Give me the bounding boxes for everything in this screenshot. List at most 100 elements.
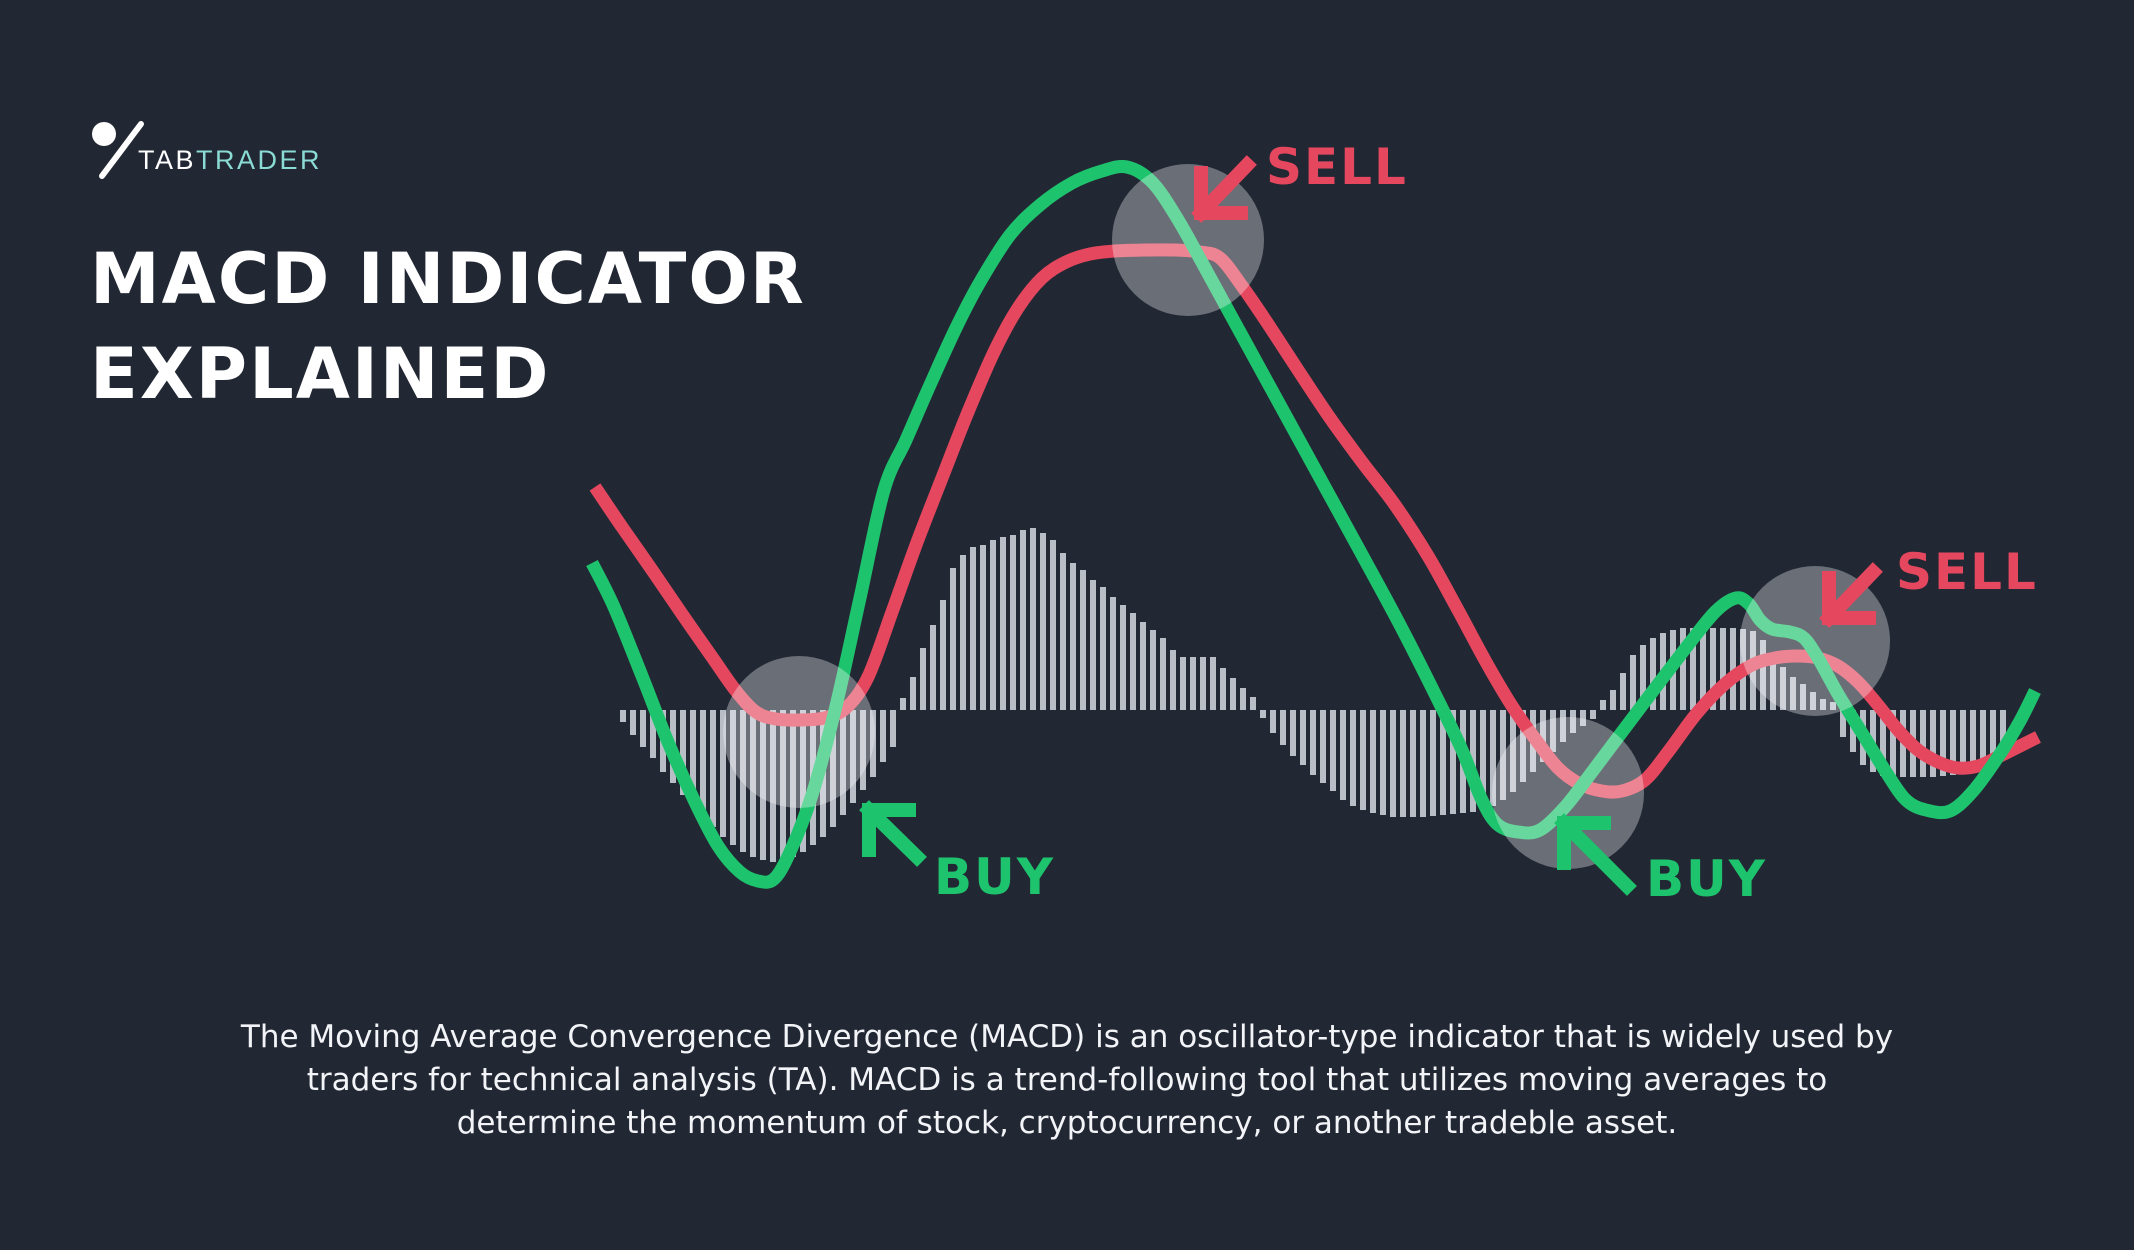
histogram-bar [770,710,776,862]
histogram-bar [1350,710,1356,806]
histogram-bar [1930,710,1936,777]
histogram-bar [1030,528,1036,710]
tabtrader-wordmark: TABTRADER [138,147,322,174]
histogram-bar [1200,657,1206,710]
histogram-bar [1020,530,1026,710]
histogram-bar [1140,622,1146,710]
histogram-bar [1710,628,1716,710]
histogram-bar [740,710,746,852]
histogram-bar [1360,710,1366,810]
macd-line [586,159,2041,889]
histogram-bar [1270,710,1276,733]
histogram-bar [900,698,906,710]
histogram-bar [750,710,756,857]
sell-arrow-2-icon [1819,562,1883,628]
histogram-bar [1100,587,1106,710]
histogram-bar [620,710,626,722]
histogram-bar [1830,702,1836,710]
histogram-bar [1790,677,1796,710]
buy-label-2: BUY [1646,850,1767,908]
histogram-bar [710,710,716,827]
histogram-bar [1610,690,1616,710]
page-title-line2: EXPLAINED [90,333,551,415]
histogram-bar [950,568,956,710]
histogram-bar [1550,710,1556,752]
buy-label-1: BUY [934,848,1055,906]
histogram-bar [1720,628,1726,710]
histogram-bar [1520,710,1526,782]
histogram-bar [680,710,686,795]
histogram-bar [1890,710,1896,777]
histogram-bar [990,540,996,710]
histogram-bar [1130,613,1136,710]
histogram-bar [1650,638,1656,710]
histogram-bar [880,710,886,762]
histogram-bar [1400,710,1406,817]
histogram-bar [1450,710,1456,814]
sell-label-1: SELL [1266,138,1408,196]
wordmark-trader: TRADER [196,145,323,175]
histogram-bar [970,547,976,710]
histogram-bar [1820,699,1826,710]
buy-arrow-1-icon [859,800,927,867]
histogram-bar [1050,540,1056,710]
histogram-bar [1600,700,1606,710]
histogram-bar [1240,688,1246,710]
histogram-bar [730,710,736,845]
histogram-bar [960,555,966,710]
signal-line [589,243,2041,799]
histogram-bar [1680,628,1686,710]
histogram-bar [830,710,836,827]
page-title-line1: MACD INDICATOR [90,238,806,320]
highlight-circle [1740,566,1890,716]
histogram-bar [1500,710,1506,800]
histogram-bar [1480,710,1486,810]
histogram-bar [1040,533,1046,710]
histogram-bar [850,710,856,803]
histogram-bar [1220,668,1226,710]
histogram-bar [800,710,806,852]
histogram-bar [1510,710,1516,792]
histogram-bar [1970,710,1976,770]
histogram-bar [1190,657,1196,710]
histogram-bar [890,710,896,747]
histogram-bar [1570,710,1576,733]
highlight-circle [1492,717,1644,869]
histogram-bar [1120,605,1126,710]
wordmark-tab: TAB [138,145,197,175]
sell-arrow-1-icon [1191,155,1257,223]
histogram-bar [1210,657,1216,710]
logo-slash-icon [99,121,144,179]
histogram-bar [640,710,646,747]
histogram-bar [1920,710,1926,777]
histogram-bar [1580,710,1586,726]
histogram-bar [1440,710,1446,815]
histogram-bar [1180,657,1186,710]
histogram-bar [1280,710,1286,745]
histogram-bar [1850,710,1856,752]
histogram-bar [980,545,986,710]
histogram-bar [1770,655,1776,710]
histogram-bar [940,600,946,710]
buy-arrow-2-icon [1554,813,1637,896]
description-line1: The Moving Average Convergence Divergenc… [240,1019,1894,1055]
histogram-bar [1760,640,1766,710]
histogram-bar [1260,710,1266,718]
histogram-bar [1290,710,1296,756]
logo-dot-icon [92,122,116,146]
histogram-bar [690,710,696,807]
histogram-bar [1980,710,1986,767]
histogram-bar [1390,710,1396,817]
histogram-bar [2000,710,2006,760]
histogram-bar [1950,710,1956,775]
histogram-bar [1620,673,1626,710]
histogram-bar [1840,710,1846,737]
histogram-bar [1310,710,1316,775]
histogram-bar [1810,692,1816,710]
histogram-bar [1250,697,1256,710]
description-line3: determine the momentum of stock, cryptoc… [456,1105,1678,1141]
histogram-bar [1490,710,1496,806]
page-title: MACD INDICATOR EXPLAINED [90,232,806,422]
histogram-bar [1630,655,1636,710]
